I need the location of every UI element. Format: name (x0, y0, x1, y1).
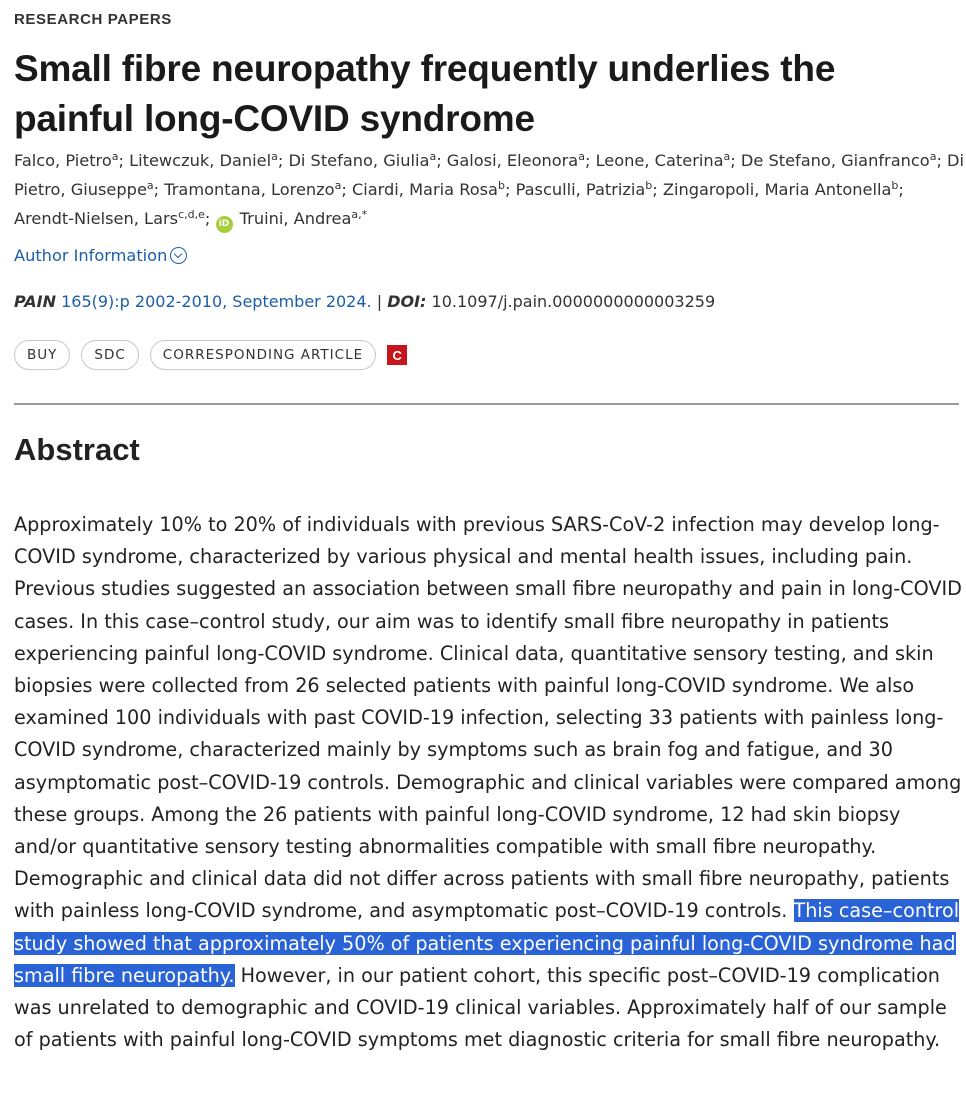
journal-name: PAIN (14, 292, 56, 311)
section-label[interactable]: RESEARCH PAPERS (14, 11, 172, 28)
doi-label: DOI: (387, 292, 427, 311)
issue-link[interactable]: 165(9):p 2002-2010, September 2024. (61, 292, 372, 311)
abstract-heading: Abstract (14, 432, 140, 467)
chevron-down-circle-icon (170, 247, 188, 264)
article-actions: BUY SDC CORRESPONDING ARTICLE C (14, 340, 408, 370)
author-information-label: Author Information (14, 246, 168, 265)
citation-separator: | (376, 292, 383, 311)
corresponding-article-button[interactable]: CORRESPONDING ARTICLE (149, 340, 377, 370)
abstract-text[interactable]: Approximately 10% to 20% of individuals … (14, 509, 964, 1056)
author-link[interactable]: Falco, Pietroa (14, 150, 119, 170)
article-title: Small fibre neuropathy frequently underl… (14, 48, 836, 139)
author-link[interactable]: Di Pietro, Giuseppea (14, 151, 965, 199)
buy-button[interactable]: BUY (14, 340, 71, 370)
divider (14, 403, 959, 405)
author-information-toggle[interactable]: Author Information (14, 246, 188, 265)
author-link[interactable]: Di Stefano, Giuliaa (288, 150, 437, 170)
author-link[interactable]: Tramontana, Lorenzoa (164, 179, 342, 199)
author-link[interactable]: Leone, Caterinaa (595, 150, 731, 170)
author-list: Falco, Pietroa; Litewczuk, Daniela; Di S… (14, 146, 964, 233)
author-link[interactable]: Zingaropoli, Maria Antonellab (662, 179, 899, 199)
author-link[interactable]: Pasculli, Patriziab (515, 179, 653, 199)
author-link[interactable]: Galosi, Eleonoraa (446, 150, 585, 170)
author-link[interactable]: De Stefano, Gianfrancoa (740, 150, 937, 170)
crossmark-icon[interactable]: C (387, 345, 408, 365)
author-link[interactable]: Litewczuk, Daniela (129, 150, 278, 170)
abstract-text-part-1: Approximately 10% to 20% of individuals … (14, 513, 962, 923)
author-link[interactable]: Truini, Andreaa,* (239, 208, 368, 228)
orcid-icon[interactable]: iD (215, 216, 233, 233)
citation-line: PAIN 165(9):p 2002-2010, September 2024.… (14, 292, 715, 311)
sdc-button[interactable]: SDC (81, 340, 139, 370)
doi-value: 10.1097/j.pain.0000000000003259 (431, 292, 716, 311)
author-link[interactable]: Ciardi, Maria Rosab (351, 179, 505, 199)
abstract-text-part-2: However, in our patient cohort, this spe… (14, 963, 947, 1052)
crossmark-letter: C (392, 347, 402, 363)
author-link[interactable]: Arendt-Nielsen, Larsc,d,e (14, 208, 205, 228)
